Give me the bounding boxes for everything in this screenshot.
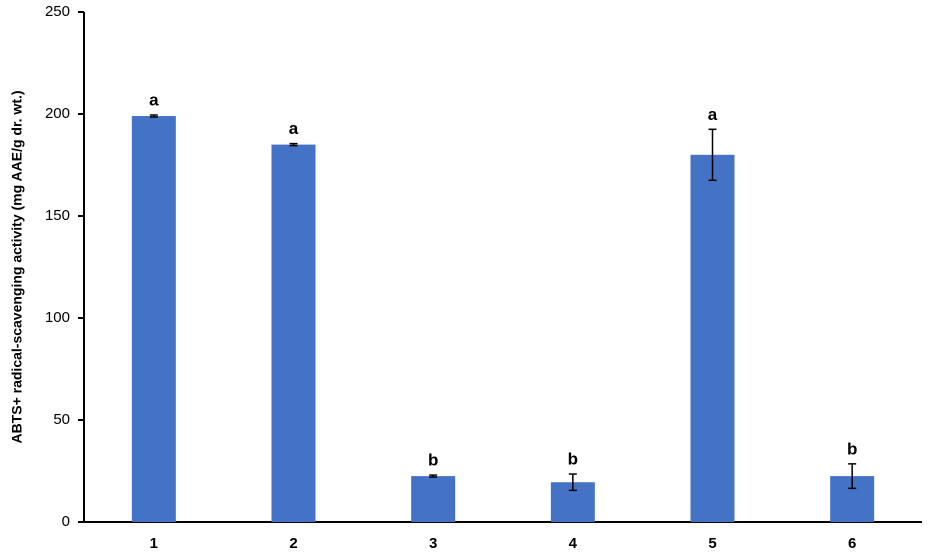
- y-axis-label: ABTS+ radical-scavenging activity (mg AA…: [9, 90, 25, 443]
- annotation: a: [149, 91, 159, 110]
- annotation: a: [708, 105, 718, 124]
- y-tick-label: 0: [62, 513, 70, 530]
- bar: [690, 154, 735, 523]
- annotation: a: [289, 119, 299, 138]
- annotation: b: [428, 451, 438, 470]
- y-tick-label: 200: [45, 105, 70, 122]
- bar: [411, 476, 456, 522]
- x-tick-label: 5: [708, 535, 716, 552]
- bar: [271, 144, 316, 522]
- y-tick-label: 100: [45, 309, 70, 326]
- x-tick-label: 2: [289, 535, 297, 552]
- x-tick-label: 1: [150, 535, 158, 552]
- x-tick-label: 3: [429, 535, 437, 552]
- y-tick-label: 250: [45, 3, 70, 20]
- y-tick-label: 150: [45, 207, 70, 224]
- x-tick-label: 6: [848, 535, 856, 552]
- annotation: b: [568, 450, 578, 469]
- y-tick-label: 50: [53, 411, 70, 428]
- bar: [131, 116, 176, 522]
- annotation: b: [847, 439, 857, 458]
- x-tick-label: 4: [569, 535, 578, 552]
